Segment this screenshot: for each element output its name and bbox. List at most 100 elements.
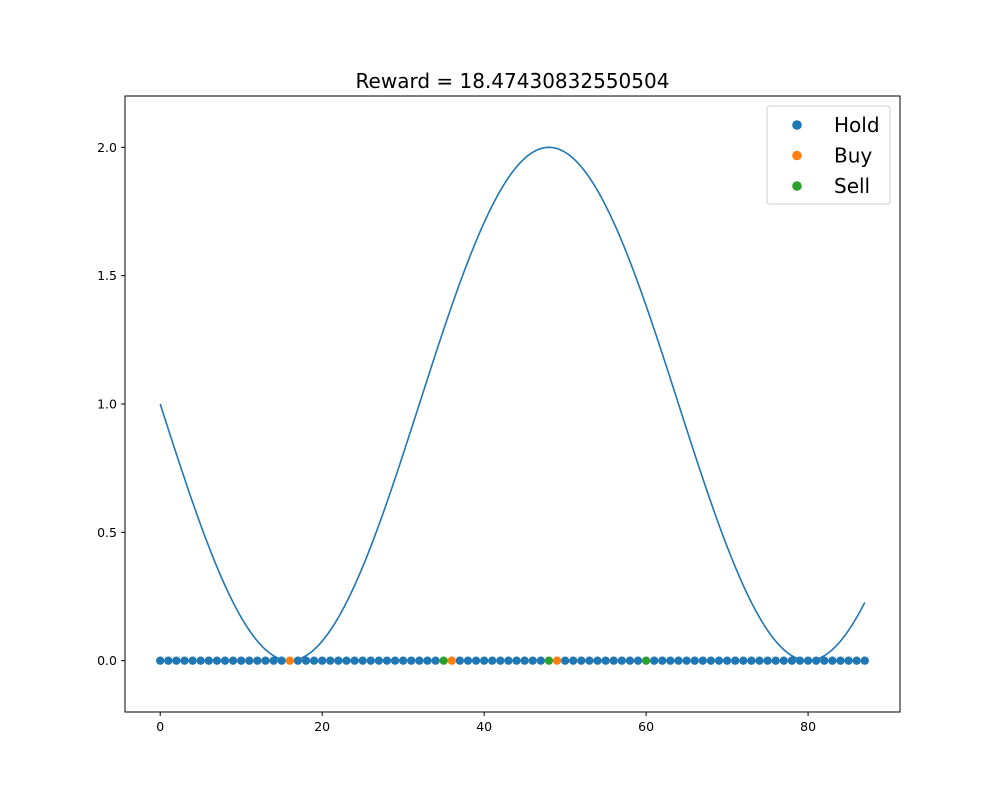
scatter-point-hold: [261, 656, 270, 665]
x-tick-label: 20: [314, 719, 330, 734]
scatter-point-hold: [496, 656, 505, 665]
legend-marker-sell: [792, 181, 802, 191]
scatter-point-hold: [731, 656, 740, 665]
scatter-point-hold: [407, 656, 416, 665]
scatter-point-hold: [455, 656, 465, 665]
scatter-point-hold: [415, 656, 424, 665]
plot-area: 0 20 40 60 80 0.0 0.5 1.0 1.5 2.0: [97, 95, 901, 734]
y-tick-label: 2.0: [97, 140, 117, 155]
scatter-point-buy: [447, 656, 456, 665]
scatter-point-hold: [301, 656, 311, 665]
legend-label-sell: Sell: [834, 174, 870, 198]
legend-marker-buy: [792, 150, 802, 161]
scatter-point-hold: [682, 656, 691, 665]
scatter-point-hold: [585, 656, 594, 665]
scatter-point-hold: [471, 656, 481, 665]
scatter-point-hold: [836, 656, 845, 665]
scatter-point-buy: [552, 656, 562, 665]
scatter-point-hold: [625, 656, 635, 665]
scatter-point-buy: [285, 656, 294, 665]
scatter-point-hold: [852, 656, 861, 665]
scatter-point-hold: [593, 656, 602, 665]
scatter-point-hold: [763, 656, 772, 665]
y-tick-label: 0.5: [97, 525, 117, 540]
scatter-point-sell: [544, 656, 554, 665]
scatter-point-hold: [512, 656, 521, 665]
scatter-point-hold: [342, 656, 351, 665]
y-tick-label: 0.0: [97, 653, 117, 668]
scatter-point-hold: [811, 656, 821, 665]
scatter-point-hold: [309, 656, 319, 665]
legend-label-hold: Hold: [834, 113, 880, 137]
scatter-point-hold: [172, 656, 181, 665]
scatter-point-hold: [860, 656, 869, 665]
scatter-point-hold: [633, 656, 643, 665]
scatter-point-hold: [674, 656, 683, 665]
scatter-point-sell: [439, 656, 448, 665]
series-line: [159, 146, 866, 662]
scatter-point-hold: [698, 656, 708, 665]
scatter-point-hold: [431, 656, 440, 665]
scatter-point-hold: [755, 656, 764, 665]
scatter-point-hold: [463, 656, 473, 665]
scatter-point-hold: [844, 656, 853, 665]
scatter-point-hold: [164, 656, 173, 665]
scatter-point-hold: [787, 656, 797, 665]
scatter-point-hold: [237, 656, 246, 665]
legend: Hold Buy Sell: [766, 105, 891, 205]
scatter-point-hold: [617, 656, 627, 665]
scatter-point-hold: [520, 656, 529, 665]
legend-label-buy: Buy: [834, 144, 872, 168]
chart-title: Reward = 18.47430832550504: [356, 69, 670, 93]
scatter-point-hold: [714, 656, 724, 665]
scatter-point-hold: [779, 656, 788, 665]
scatter-point-hold: [747, 656, 756, 665]
scatter-point-hold: [374, 656, 384, 665]
scatter-point-hold: [423, 656, 432, 665]
scatter-point-hold: [212, 656, 222, 665]
scatter-point-hold: [690, 656, 699, 665]
scatter-point-hold: [228, 656, 238, 665]
scatter-point-hold: [350, 656, 359, 665]
scatter-point-hold: [803, 656, 813, 665]
scatter-point-hold: [269, 656, 278, 665]
scatter-point-hold: [390, 656, 400, 665]
scatter-point-hold: [609, 656, 618, 665]
scatter-point-hold: [488, 656, 497, 665]
scatter-point-hold: [245, 656, 254, 665]
scatter-point-hold: [293, 656, 303, 665]
x-tick-label: 80: [800, 719, 816, 734]
legend-box: [766, 105, 891, 205]
scatter-point-hold: [188, 656, 197, 665]
scatter-point-hold: [479, 656, 489, 665]
scatter-point-hold: [358, 656, 367, 665]
scatter-point-hold: [220, 656, 230, 665]
y-tick-label: 1.5: [97, 268, 117, 283]
x-tick-label: 40: [476, 719, 492, 734]
scatter-point-hold: [828, 656, 837, 665]
scatter-point-hold: [560, 656, 570, 665]
scatter-point-hold: [253, 656, 262, 665]
scatter-point-hold: [528, 656, 537, 665]
scatter-point-hold: [334, 656, 343, 665]
scatter-point-hold: [658, 656, 667, 665]
scatter-point-hold: [820, 656, 829, 665]
scatter-point-hold: [204, 656, 214, 665]
scatter-point-hold: [326, 656, 335, 665]
scatter-point-hold: [771, 656, 780, 665]
scatter-point-hold: [739, 656, 748, 665]
scatter-point-sell: [641, 656, 651, 665]
scatter-point-hold: [650, 656, 659, 665]
scatter-point-hold: [504, 656, 513, 665]
scatter-point-hold: [366, 656, 375, 665]
scatter-point-hold: [722, 656, 732, 665]
scatter-point-hold: [398, 656, 408, 665]
scatter-point-hold: [795, 656, 805, 665]
scatter-point-hold: [706, 656, 716, 665]
scatter-point-hold: [156, 656, 165, 665]
y-tick-label: 1.0: [97, 397, 117, 412]
scatter-point-hold: [317, 656, 327, 665]
scatter-point-hold: [666, 656, 675, 665]
scatter-point-hold: [277, 656, 286, 665]
